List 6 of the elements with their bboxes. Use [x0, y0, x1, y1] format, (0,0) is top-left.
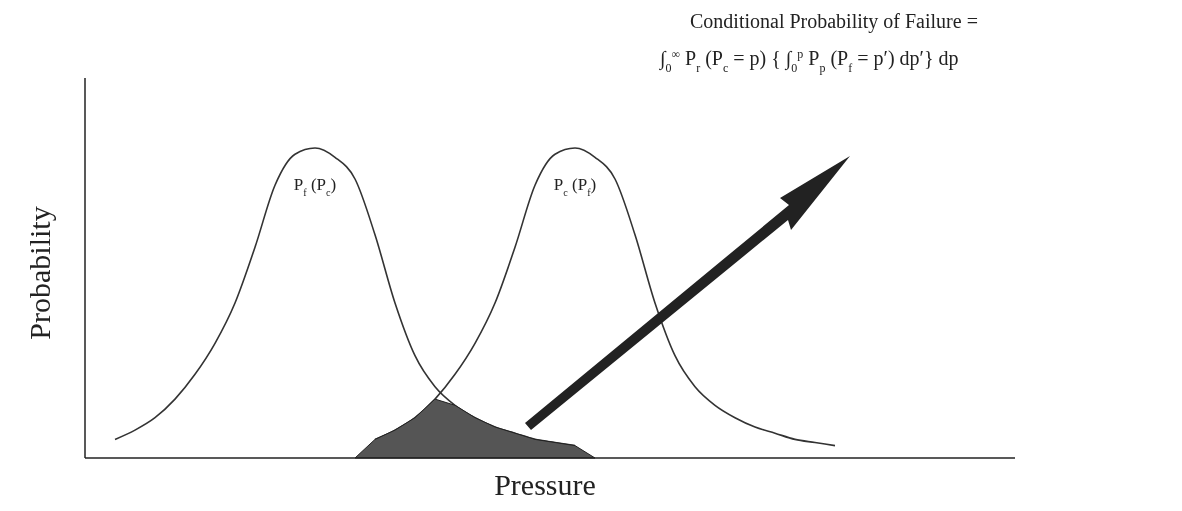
series-label: P$_{f}$ (P$_{c}$) [293, 175, 337, 198]
series-label: P$_{c}$ (P$_{f}$) [553, 175, 597, 198]
x-axis-title: Pressure [494, 468, 596, 501]
text: ∫$_{0}$$^{∞}$ P$_{r}$ (P$_{c}$ = p) { ∫$_{0}$$^{p}$ P$_{p}$ (P$_{f}$ = p′) dp′} dp [660, 47, 959, 75]
y-axis-title: Probability [23, 206, 56, 340]
text: Conditional Probability of Failure = [690, 10, 978, 33]
